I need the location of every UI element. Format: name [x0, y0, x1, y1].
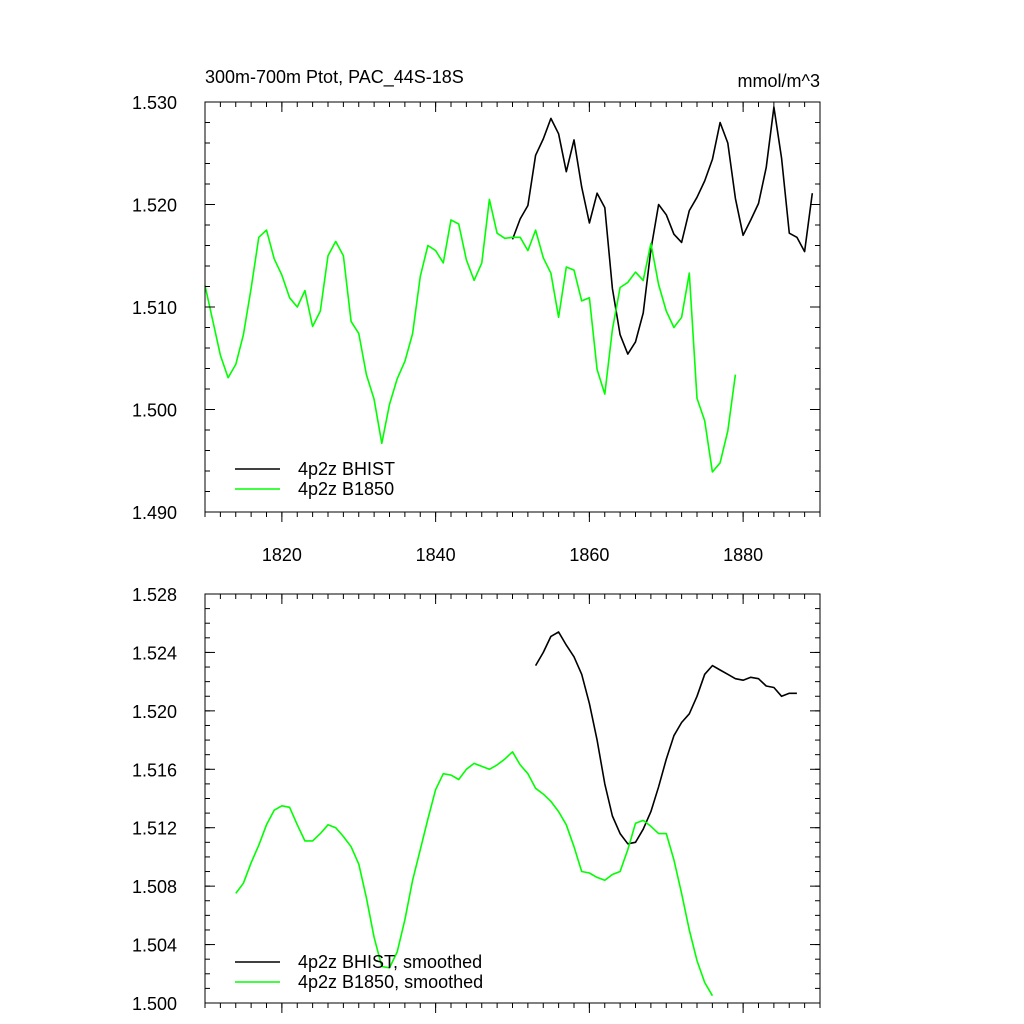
legend-label-b1850: 4p2z B1850: [298, 479, 394, 499]
bottom-legend: 4p2z BHIST, smoothed 4p2z B1850, smoothe…: [235, 952, 483, 992]
top-plot-frame: [204, 101, 821, 513]
x-tick-label: 1860: [569, 545, 609, 565]
top-legend: 4p2z BHIST 4p2z B1850: [235, 459, 395, 499]
y-tick-label: 1.516: [132, 760, 177, 780]
y-tick-label: 1.520: [132, 196, 177, 216]
y-tick-label: 1.512: [132, 819, 177, 839]
top-panel-title: 300m-700m Ptot, PAC_44S-18S: [205, 67, 464, 88]
y-tick-label: 1.520: [132, 702, 177, 722]
legend-label-bhist-smoothed: 4p2z BHIST, smoothed: [298, 952, 482, 972]
y-tick-label: 1.528: [132, 585, 177, 605]
legend-label-bhist: 4p2z BHIST: [298, 459, 395, 479]
top-panel: 300m-700m Ptot, PAC_44S-18S mmol/m^3 1.4…: [132, 67, 821, 565]
x-tick-label: 1820: [262, 545, 302, 565]
top-panel-units: mmol/m^3: [738, 71, 820, 91]
y-tick-label: 1.504: [132, 936, 177, 956]
top-ticks: [204, 101, 821, 522]
y-tick-label: 1.530: [132, 93, 177, 113]
x-tick-label: 1840: [416, 545, 456, 565]
y-tick-label: 1.500: [132, 401, 177, 421]
bottom-tick-labels: 1.500 1.504 1.508 1.512 1.516 1.520 1.524 1.528: [132, 585, 177, 1014]
x-tick-label: 1880: [723, 545, 763, 565]
y-tick-label: 1.510: [132, 298, 177, 318]
bottom-plot-frame: [204, 593, 821, 1004]
y-tick-label: 1.500: [132, 994, 177, 1014]
y-tick-label: 1.524: [132, 643, 177, 663]
top-tick-labels: 1.490 1.500 1.510 1.520 1.530 1820 1840 1860 188…: [132, 93, 763, 565]
top-series-group: [204, 106, 814, 473]
series-line-bhist: [511, 106, 814, 355]
series-line-b1850: [204, 198, 737, 473]
series-line-bhist-smoothed: [534, 631, 797, 845]
y-tick-label: 1.508: [132, 877, 177, 897]
series-line-b1850-smoothed: [235, 750, 714, 997]
bottom-panel: 1.500 1.504 1.508 1.512 1.516 1.520 1.524 1.528…: [132, 585, 821, 1014]
y-tick-label: 1.490: [132, 503, 177, 523]
bottom-series-group: [235, 631, 797, 997]
bottom-ticks: [204, 593, 821, 1013]
legend-label-b1850-smoothed: 4p2z B1850, smoothed: [298, 972, 483, 992]
